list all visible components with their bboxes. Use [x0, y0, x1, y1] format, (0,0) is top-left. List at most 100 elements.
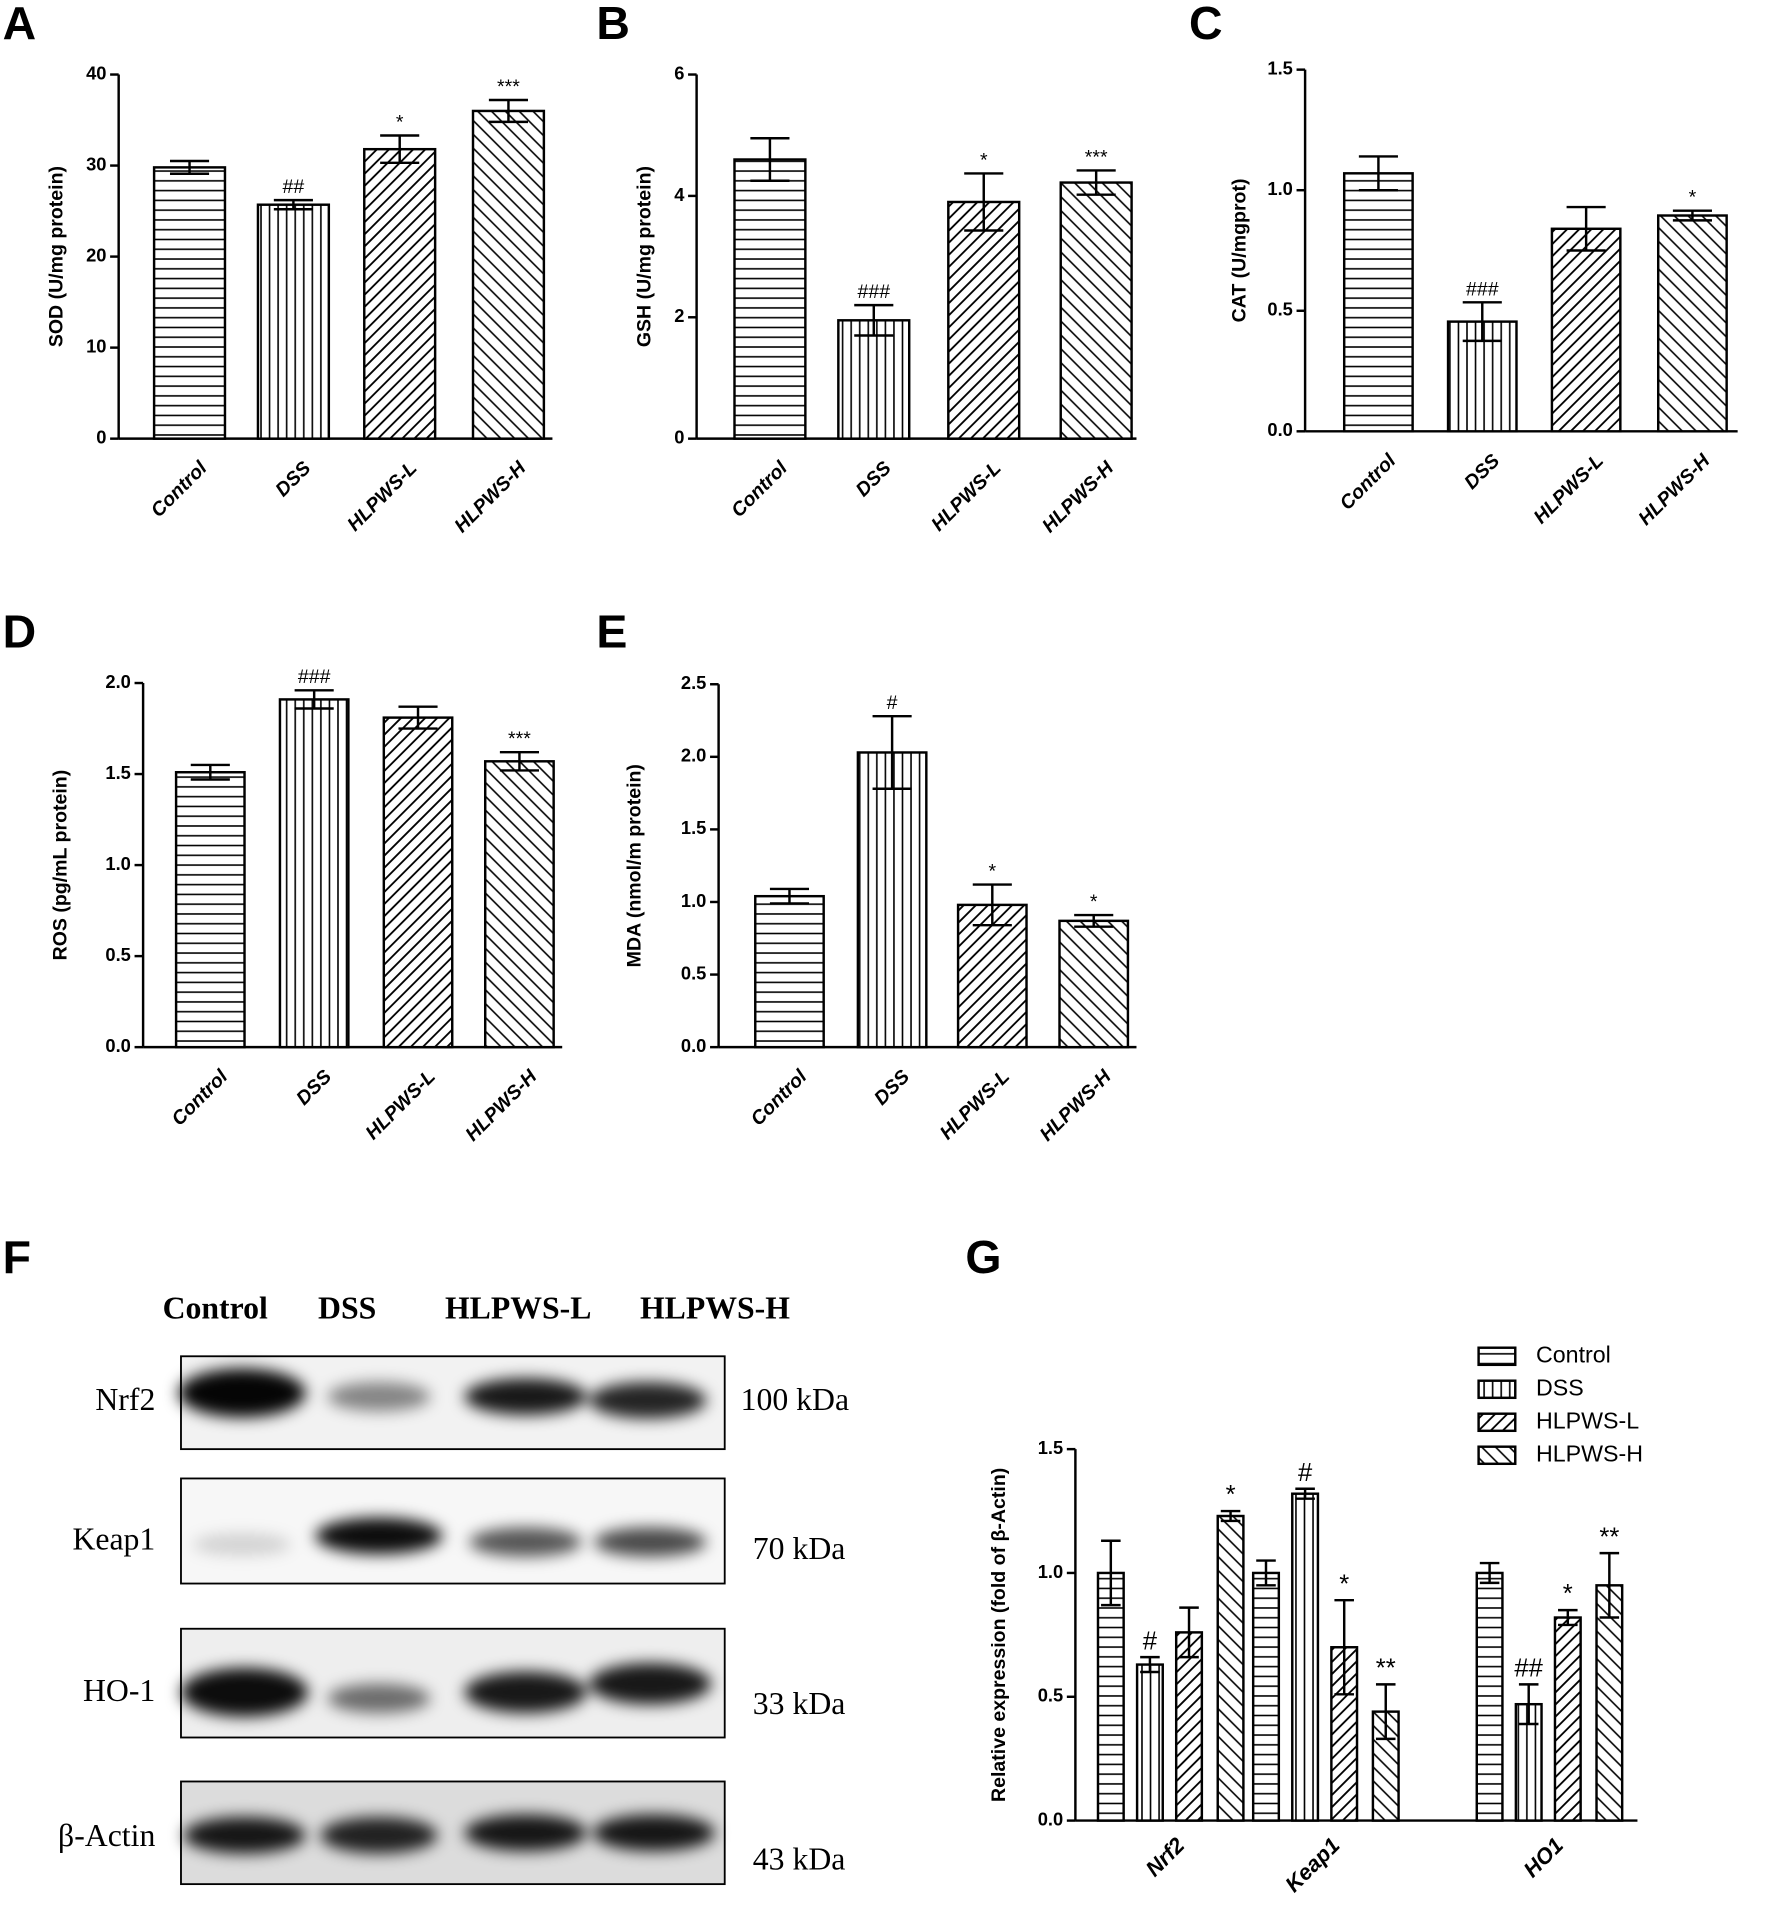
- y-tick-label: 1.0: [681, 890, 706, 911]
- x-tick-label: Control: [747, 1065, 812, 1130]
- error-bar: [1479, 1561, 1500, 1585]
- error-bar: [1334, 1598, 1354, 1696]
- x-tick-label: HLPWS-H: [1036, 1065, 1117, 1146]
- x-tick-label: Keap1: [1280, 1833, 1344, 1897]
- y-tick-label: 0.0: [105, 1035, 130, 1056]
- legend-label: HLPWS-L: [1536, 1407, 1639, 1433]
- y-tick-label: 2.5: [681, 672, 706, 693]
- y-axis-label: ROS (pg/mL protein): [49, 770, 71, 961]
- error-bar: [1256, 1559, 1276, 1587]
- panel-letter: B: [596, 0, 630, 49]
- size-label: 100 kDa: [741, 1382, 849, 1417]
- error-bar: [769, 887, 810, 905]
- x-tick-label: HLPWS-H: [461, 1065, 542, 1146]
- error-bar: [1101, 1539, 1121, 1607]
- x-tick-label: HLPWS-L: [361, 1066, 439, 1144]
- band: [320, 1816, 438, 1854]
- bar: [363, 147, 437, 440]
- band: [589, 1381, 707, 1419]
- y-tick-label: 2: [674, 305, 684, 326]
- error-bar: [964, 172, 1004, 232]
- y-tick-label: 0.0: [1038, 1808, 1063, 1829]
- panel-letter: G: [965, 1231, 1001, 1283]
- y-tick-label: 30: [86, 153, 106, 174]
- y-tick-label: 1.0: [105, 853, 130, 874]
- band: [183, 1816, 306, 1854]
- lane-label: HLPWS-H: [640, 1290, 790, 1325]
- bar: [1291, 1492, 1320, 1822]
- bar: [1656, 214, 1728, 433]
- significance-label: *: [1689, 187, 1697, 209]
- row-label: β-Actin: [58, 1818, 155, 1853]
- error-bar: [1672, 209, 1712, 222]
- bar: [837, 319, 911, 440]
- significance-label: ###: [298, 666, 331, 688]
- y-tick-label: 6: [674, 62, 684, 83]
- y-tick-label: 4: [674, 184, 685, 205]
- significance-label: *: [980, 149, 988, 171]
- y-axis-label: MDA (nmol/m protein): [624, 764, 646, 967]
- significance-label: #: [1143, 1627, 1158, 1655]
- error-bar: [169, 159, 210, 175]
- x-tick-label: HO1: [1518, 1833, 1568, 1883]
- error-bar: [398, 705, 438, 730]
- blot-bands: [178, 1368, 715, 1854]
- y-tick-label: 0: [96, 426, 106, 447]
- y-tick-label: 40: [86, 62, 106, 83]
- lane-label: HLPWS-L: [445, 1290, 591, 1325]
- significance-label: *: [1339, 1570, 1349, 1598]
- legend-swatch: [1477, 1346, 1517, 1367]
- band: [592, 1814, 715, 1852]
- error-bar: [1518, 1683, 1539, 1726]
- error-bar: [1140, 1655, 1160, 1674]
- legend-swatch: [1477, 1412, 1517, 1433]
- band: [327, 1381, 431, 1412]
- x-tick-label: HLPWS-L: [343, 457, 421, 535]
- x-tick-label: Nrf2: [1141, 1833, 1190, 1882]
- error-bar: [1462, 301, 1502, 343]
- x-tick-label: Control: [147, 457, 212, 522]
- error-bar: [294, 689, 334, 710]
- lane-label: DSS: [318, 1290, 376, 1325]
- legend-label: Control: [1536, 1341, 1611, 1367]
- bar: [1342, 172, 1414, 433]
- error-bar: [190, 763, 230, 781]
- x-tick-label: DSS: [271, 457, 315, 501]
- band: [327, 1683, 431, 1714]
- significance-label: **: [1599, 1523, 1619, 1551]
- significance-label: #: [887, 692, 898, 714]
- y-tick-label: 1.5: [1267, 57, 1292, 78]
- bar: [1475, 1571, 1504, 1822]
- bar: [278, 698, 350, 1049]
- error-bar: [1220, 1509, 1241, 1523]
- bar: [1251, 1571, 1281, 1822]
- error-bar: [273, 198, 313, 211]
- significance-label: *: [396, 111, 404, 133]
- x-tick-label: Control: [727, 457, 792, 522]
- error-bar: [1076, 169, 1116, 196]
- bar: [956, 903, 1028, 1049]
- significance-label: ##: [1514, 1655, 1543, 1683]
- x-tick-label: HLPWS-L: [936, 1066, 1014, 1144]
- y-tick-label: 0.5: [105, 944, 130, 965]
- bar: [1174, 1631, 1204, 1822]
- size-label: 43 kDa: [753, 1841, 846, 1876]
- significance-label: ##: [283, 176, 305, 198]
- significance-label: **: [1376, 1655, 1396, 1683]
- blot-panel: F Control DSS HLPWS-L HLPWS-H Nrf2: [3, 1231, 849, 1886]
- y-axis-label: SOD (U/mg protein): [46, 166, 68, 347]
- significance-label: ###: [1466, 278, 1499, 300]
- lane-label: Control: [163, 1290, 268, 1325]
- y-tick-label: 1.5: [1038, 1437, 1063, 1458]
- x-tick-label: DSS: [852, 457, 896, 501]
- error-bar: [750, 137, 790, 182]
- x-tick-label: DSS: [292, 1066, 336, 1110]
- size-label: 70 kDa: [753, 1531, 846, 1566]
- x-tick-label: HLPWS-L: [1530, 450, 1608, 528]
- error-bar: [1179, 1606, 1199, 1659]
- bar: [382, 716, 454, 1049]
- bar: [1059, 181, 1133, 440]
- bar: [1096, 1571, 1125, 1822]
- y-tick-label: 0.0: [1267, 419, 1292, 440]
